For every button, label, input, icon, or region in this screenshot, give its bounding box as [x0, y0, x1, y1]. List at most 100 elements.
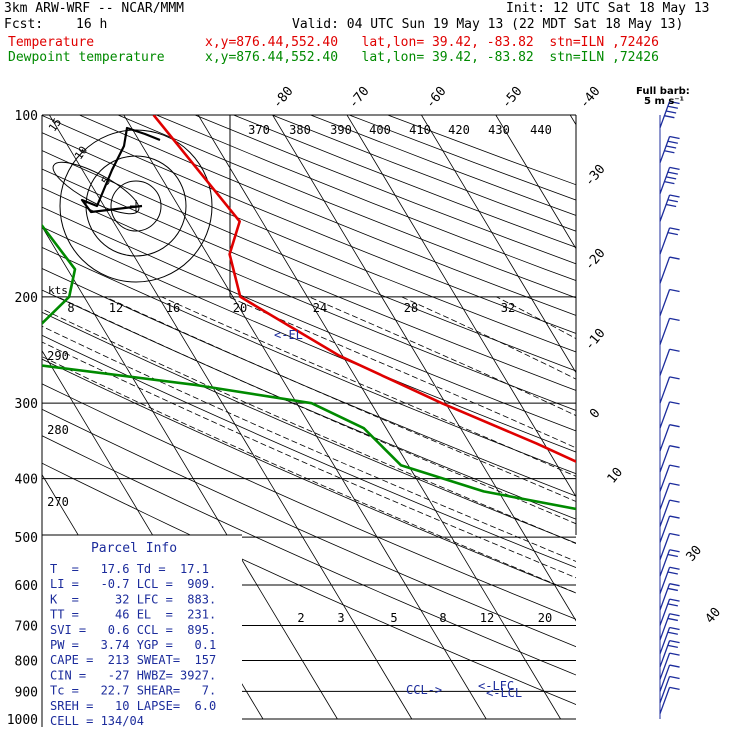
- wind-barb-flag: [669, 686, 680, 691]
- theta-label: 280: [47, 423, 69, 437]
- dry-adiabat-line: [42, 246, 576, 475]
- theta-label: 440: [530, 123, 552, 137]
- wind-barb-staff: [659, 598, 671, 626]
- moist-adiabat-line: [496, 296, 576, 340]
- wind-barb-staff: [659, 483, 671, 510]
- lfc-marker: <-LFC: [478, 679, 514, 693]
- isotherm-line: [49, 115, 413, 720]
- moist-adiabat-line: [42, 341, 576, 579]
- wind-barb: [659, 227, 680, 255]
- speed-axis-label: 12: [109, 301, 123, 315]
- ccl-marker: CCL->: [406, 683, 442, 697]
- theta-label: 370: [248, 123, 270, 137]
- isotherm-label: 10: [605, 465, 627, 487]
- isotherm-label: -70: [346, 84, 373, 112]
- wind-barb-flag: [666, 176, 677, 180]
- wind-barb: [659, 515, 680, 543]
- parcel-info-line: TT = 46 EL = 231.: [50, 608, 216, 622]
- temperature-legend-label: Temperature: [8, 35, 95, 50]
- pressure-tick-label: 700: [15, 619, 38, 634]
- wind-barb-flag: [669, 613, 680, 617]
- wind-barb-flag: [669, 583, 680, 587]
- moist-adiabat-line: [104, 296, 576, 502]
- pressure-tick-label: 800: [15, 654, 38, 669]
- dry-adiabat-line: [387, 115, 576, 186]
- isotherm-line: [645, 115, 740, 719]
- barb-legend-unit: 5 m s⁻¹: [644, 96, 684, 107]
- wind-barb: [659, 317, 680, 345]
- wind-barb-staff: [659, 533, 671, 561]
- dry-adiabat-line: [42, 206, 576, 432]
- wind-barb-flag: [669, 100, 680, 105]
- speed-axis-label: 16: [166, 301, 180, 315]
- lcl-marker: <-LCL: [486, 686, 522, 700]
- wind-barb-staff: [659, 349, 671, 376]
- wind-barb-staff: [659, 227, 671, 255]
- barb-legend-title: Full barb:: [636, 86, 690, 97]
- wind-barb: [659, 100, 680, 129]
- isotherm-line: [495, 115, 576, 250]
- storm-motion-ellipse: [52, 161, 140, 215]
- el-marker: <-EL: [274, 328, 303, 342]
- wind-barb-flag: [669, 317, 680, 321]
- isotherm-label: -20: [582, 246, 609, 274]
- wind-barb-flag: [667, 603, 678, 607]
- mixing-ratio-label: 2: [297, 611, 304, 625]
- wind-barb-flag: [664, 180, 675, 185]
- dry-adiabat-line: [42, 383, 576, 620]
- wind-barb: [659, 549, 680, 577]
- mixing-ratio-label: 20: [538, 611, 552, 625]
- wind-barb-flag: [667, 171, 678, 175]
- wind-barb-flag: [669, 482, 680, 486]
- wind-barb-staff: [659, 445, 671, 473]
- speed-axis-label: 28: [404, 301, 418, 315]
- isotherm-line: [421, 115, 576, 374]
- wind-barb-flag: [667, 571, 678, 575]
- dry-adiabat-line: [349, 115, 576, 201]
- isotherm-line: [42, 225, 338, 720]
- dry-adiabat-line: [42, 358, 576, 594]
- wind-barb-flag: [667, 631, 678, 635]
- hodograph-trace: [80, 126, 161, 214]
- isotherm-line: [719, 115, 740, 719]
- wind-barb-flag: [667, 199, 678, 203]
- isotherm-line: [346, 115, 576, 498]
- wind-barb: [659, 135, 680, 164]
- wind-barb-flag: [667, 587, 678, 592]
- mixing-ratio-label: 8: [439, 611, 446, 625]
- parcel-info-box: Parcel Info T = 17.6 Td = 17.1LI = -0.7 L…: [41, 534, 242, 728]
- wind-barb: [659, 194, 680, 222]
- valid-time: Valid: 04 UTC Sun 19 May 13 (22 MDT Sat …: [292, 17, 684, 32]
- moist-adiabat-line: [161, 296, 576, 477]
- wind-barb-flag: [667, 105, 678, 109]
- wind-barb-flag: [667, 231, 678, 236]
- wind-barb-flag: [669, 675, 680, 680]
- wind-barb-flag: [669, 135, 680, 140]
- wind-barb-flag: [666, 110, 677, 114]
- isotherm-label: 30: [684, 543, 706, 565]
- wind-barb-staff: [659, 652, 671, 680]
- wind-barb-flag: [669, 515, 680, 519]
- speed-axis-label: 8: [67, 301, 74, 315]
- init-time: Init: 12 UTC Sat 18 May 13: [506, 1, 710, 16]
- moist-adiabat-line: [42, 325, 576, 562]
- wind-barb-staff: [659, 401, 671, 429]
- wind-barb: [659, 166, 680, 194]
- wind-barb-flag: [669, 532, 680, 537]
- wind-barb-flag: [666, 203, 677, 208]
- isotherm-label: -10: [582, 326, 609, 354]
- parcel-info-line: K = 32 LFC = 883.: [50, 592, 216, 606]
- parcel-info-background: [42, 535, 242, 727]
- parcel-info-title: Parcel Info: [91, 541, 177, 556]
- pressure-tick-label: 200: [15, 291, 38, 306]
- mixing-ratio-label: 12: [480, 611, 494, 625]
- wind-barb: [659, 675, 680, 703]
- wind-barb-flag: [669, 598, 680, 602]
- wind-barb: [659, 598, 680, 626]
- wind-barb-staff: [659, 627, 671, 655]
- wind-barb: [659, 401, 680, 429]
- theta-label: 290: [47, 349, 69, 363]
- dewpoint-legend-label: Dewpoint temperature: [8, 50, 165, 65]
- wind-barb-flag: [669, 288, 680, 293]
- speed-axis-label: 20: [233, 301, 247, 315]
